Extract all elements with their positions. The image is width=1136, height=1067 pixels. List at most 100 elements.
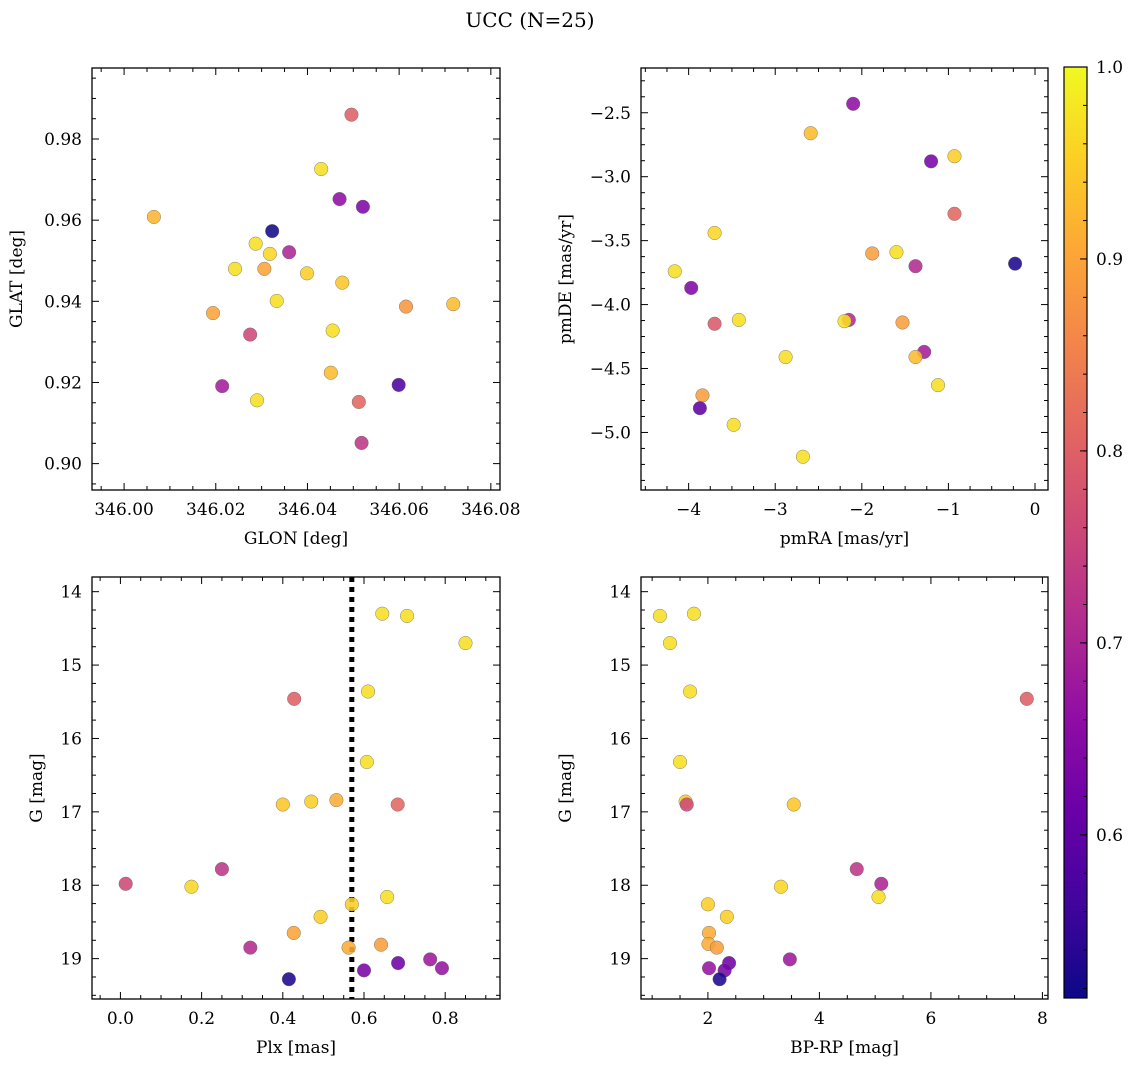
colorbar-tick-label: 0.7 [1096, 634, 1123, 654]
data-point [684, 280, 699, 295]
data-point [849, 862, 864, 877]
y-tick-label: 19 [609, 950, 631, 970]
data-point [257, 261, 272, 276]
y-tick-label: 14 [609, 583, 631, 603]
data-point [351, 394, 366, 409]
data-point [391, 956, 406, 971]
x-tick-label: −3 [763, 500, 788, 520]
data-point [399, 299, 414, 314]
data-point [924, 154, 939, 169]
x-tick-label: 346.02 [186, 500, 245, 520]
plot-frame [640, 67, 1049, 491]
data-point [947, 206, 962, 221]
data-point [390, 797, 405, 812]
data-point [782, 952, 797, 967]
x-tick-label: 346.08 [461, 500, 520, 520]
data-point [118, 876, 133, 891]
y-axis-label: GLAT [deg] [7, 230, 27, 328]
data-point [262, 246, 277, 261]
data-point [712, 972, 727, 987]
data-point [731, 312, 746, 327]
plot-frame [640, 576, 1049, 1000]
data-point [719, 909, 734, 924]
x-tick-label: 4 [814, 1009, 825, 1029]
panel-plx-g: Plx [mas] G [mag] 0.0 0.2 0.4 0.6 0.8 14 15 16 1… [27, 576, 501, 1058]
y-tick-label: 16 [60, 729, 82, 749]
y-tick-label: 0.92 [44, 373, 82, 393]
data-point [1019, 691, 1034, 706]
colorbar-gradient [1063, 66, 1088, 999]
data-point [865, 246, 880, 261]
x-tick-label: 0.0 [107, 1009, 134, 1029]
data-point [286, 925, 301, 940]
colorbar-tick-label: 0.6 [1096, 826, 1123, 846]
y-tick-label: 0.96 [44, 211, 82, 231]
x-tick-label: −4 [676, 500, 701, 520]
data-point [702, 961, 717, 976]
data-point [215, 379, 230, 394]
data-point [335, 275, 350, 290]
data-point [275, 797, 290, 812]
data-point [434, 961, 449, 976]
data-point [908, 350, 923, 365]
plot-frame [91, 67, 501, 491]
x-tick-label: 6 [926, 1009, 937, 1029]
y-tick-label: 14 [60, 583, 82, 603]
colorbar-tick-label: 0.9 [1096, 250, 1123, 270]
data-point [281, 972, 296, 987]
y-tick-label: 18 [60, 876, 82, 896]
figure-title: UCC (N=25) [465, 8, 594, 32]
data-point [206, 306, 221, 321]
data-point [686, 606, 701, 621]
data-point [391, 377, 406, 392]
data-point [228, 261, 243, 276]
data-point [325, 323, 340, 338]
data-point [795, 449, 810, 464]
data-point [778, 350, 793, 365]
data-point [679, 797, 694, 812]
data-point [707, 316, 722, 331]
data-point [329, 793, 344, 808]
data-point [374, 937, 389, 952]
plot-frame [91, 576, 501, 1000]
data-point [214, 862, 229, 877]
data-point [355, 199, 370, 214]
data-point [361, 684, 376, 699]
x-tick-label: −1 [936, 500, 961, 520]
data-point [707, 225, 722, 240]
data-point [846, 96, 861, 111]
data-point [314, 162, 329, 177]
x-tick-label: 0.4 [269, 1009, 296, 1029]
data-point [287, 691, 302, 706]
y-tick-label: −5.0 [590, 423, 631, 443]
data-point [773, 879, 788, 894]
y-tick-label: 17 [609, 803, 631, 823]
y-tick-label: −2.5 [590, 104, 631, 124]
data-point [400, 608, 415, 623]
x-axis-label: Plx [mas] [256, 1038, 336, 1058]
y-tick-label: −4.5 [590, 360, 631, 380]
data-point [908, 259, 923, 274]
y-tick-label: 16 [609, 729, 631, 749]
data-point [786, 797, 801, 812]
data-point [243, 940, 258, 955]
data-point [700, 897, 715, 912]
data-point [344, 107, 359, 122]
x-tick-label: 8 [1037, 1009, 1048, 1029]
colorbar-tick-label: 1.0 [1096, 58, 1123, 78]
colorbar-tick-label: 0.8 [1096, 442, 1123, 462]
y-axis-label: G [mag] [27, 753, 47, 822]
y-tick-label: 0.90 [44, 455, 82, 475]
data-point [332, 192, 347, 207]
panel-glon-glat: GLON [deg] GLAT [deg] 346.00 346.02 346.04… [7, 67, 521, 549]
data-point [803, 126, 818, 141]
data-point [304, 794, 319, 809]
data-point [667, 264, 682, 279]
data-point [931, 378, 946, 393]
data-point [837, 314, 852, 329]
data-point [871, 889, 886, 904]
data-point [673, 754, 688, 769]
y-tick-label: −4.0 [590, 296, 631, 316]
data-point [359, 754, 374, 769]
